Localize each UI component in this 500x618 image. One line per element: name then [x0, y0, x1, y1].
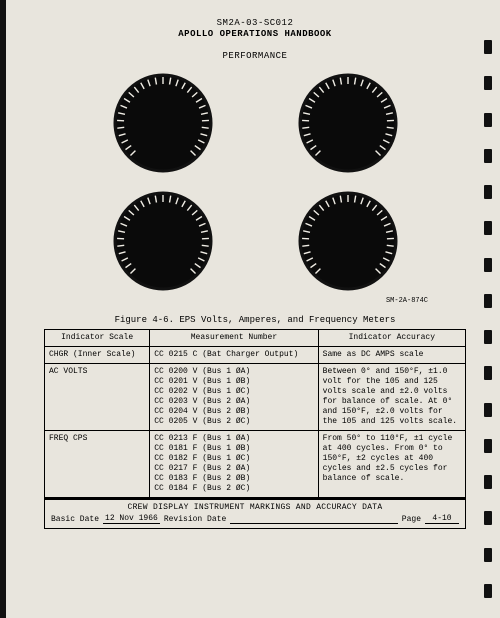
- sprocket-hole: [484, 548, 492, 562]
- table-body: CHGR (Inner Scale)CC 0215 C (Bat Charger…: [45, 346, 466, 497]
- table-row: CHGR (Inner Scale)CC 0215 C (Bat Charger…: [45, 346, 466, 363]
- cell-measurement: CC 0200 V (Bus 1 ØA)CC 0201 V (Bus 1 ØB)…: [150, 363, 318, 430]
- cell-measurement: CC 0215 C (Bat Charger Output): [150, 346, 318, 363]
- revision-date-label: Revision Date: [164, 515, 226, 524]
- sprocket-hole: [484, 149, 492, 163]
- footer-title: CREW DISPLAY INSTRUMENT MARKINGS AND ACC…: [51, 503, 459, 512]
- cell-measurement: CC 0213 F (Bus 1 ØA)CC 0181 F (Bus 1 ØB)…: [150, 430, 318, 497]
- sprocket-holes: [484, 40, 494, 598]
- doc-title: APOLLO OPERATIONS HANDBOOK: [44, 29, 466, 40]
- sprocket-hole: [484, 185, 492, 199]
- data-table: Indicator Scale Measurement Number Indic…: [44, 329, 466, 498]
- table-row: AC VOLTSCC 0200 V (Bus 1 ØA)CC 0201 V (B…: [45, 363, 466, 430]
- meter-top-left: [113, 73, 213, 173]
- table-row: FREQ CPSCC 0213 F (Bus 1 ØA)CC 0181 F (B…: [45, 430, 466, 497]
- table-header-row: Indicator Scale Measurement Number Indic…: [45, 329, 466, 346]
- footer-box: CREW DISPLAY INSTRUMENT MARKINGS AND ACC…: [44, 498, 466, 529]
- cell-scale: AC VOLTS: [45, 363, 150, 430]
- cell-scale: FREQ CPS: [45, 430, 150, 497]
- cell-accuracy: Same as DC AMPS scale: [318, 346, 465, 363]
- figure-caption: Figure 4-6. EPS Volts, Amperes, and Freq…: [44, 315, 466, 325]
- meter-grid: [100, 73, 410, 291]
- sprocket-hole: [484, 76, 492, 90]
- cell-accuracy: Between 0° and 150°F, ±1.0 volt for the …: [318, 363, 465, 430]
- sprocket-hole: [484, 584, 492, 598]
- col-header-accuracy: Indicator Accuracy: [318, 329, 465, 346]
- sprocket-hole: [484, 40, 492, 54]
- basic-date-label: Basic Date: [51, 515, 99, 524]
- doc-number: SM2A-03-SC012: [44, 18, 466, 29]
- page-value: 4-10: [425, 514, 459, 524]
- meter-bottom-left: [113, 191, 213, 291]
- sprocket-hole: [484, 475, 492, 489]
- header: SM2A-03-SC012 APOLLO OPERATIONS HANDBOOK: [44, 18, 466, 41]
- figure-corner-label: SM-2A-874C: [44, 297, 428, 305]
- meter-top-right: [298, 73, 398, 173]
- sprocket-hole: [484, 221, 492, 235]
- sprocket-hole: [484, 294, 492, 308]
- basic-date-value: 12 Nov 1966: [103, 514, 160, 524]
- footer-fields: Basic Date 12 Nov 1966 Revision Date Pag…: [51, 514, 459, 524]
- revision-date-value: [230, 523, 398, 524]
- section-heading: PERFORMANCE: [44, 51, 466, 61]
- cell-accuracy: From 50° to 110°F, ±1 cycle at 400 cycle…: [318, 430, 465, 497]
- page-label: Page: [402, 515, 421, 524]
- sprocket-hole: [484, 330, 492, 344]
- sprocket-hole: [484, 511, 492, 525]
- cell-scale: CHGR (Inner Scale): [45, 346, 150, 363]
- sprocket-hole: [484, 258, 492, 272]
- sprocket-hole: [484, 403, 492, 417]
- sprocket-hole: [484, 366, 492, 380]
- col-header-measurement: Measurement Number: [150, 329, 318, 346]
- col-header-scale: Indicator Scale: [45, 329, 150, 346]
- meter-bottom-right: [298, 191, 398, 291]
- page: SM2A-03-SC012 APOLLO OPERATIONS HANDBOOK…: [0, 0, 500, 618]
- sprocket-hole: [484, 113, 492, 127]
- sprocket-hole: [484, 439, 492, 453]
